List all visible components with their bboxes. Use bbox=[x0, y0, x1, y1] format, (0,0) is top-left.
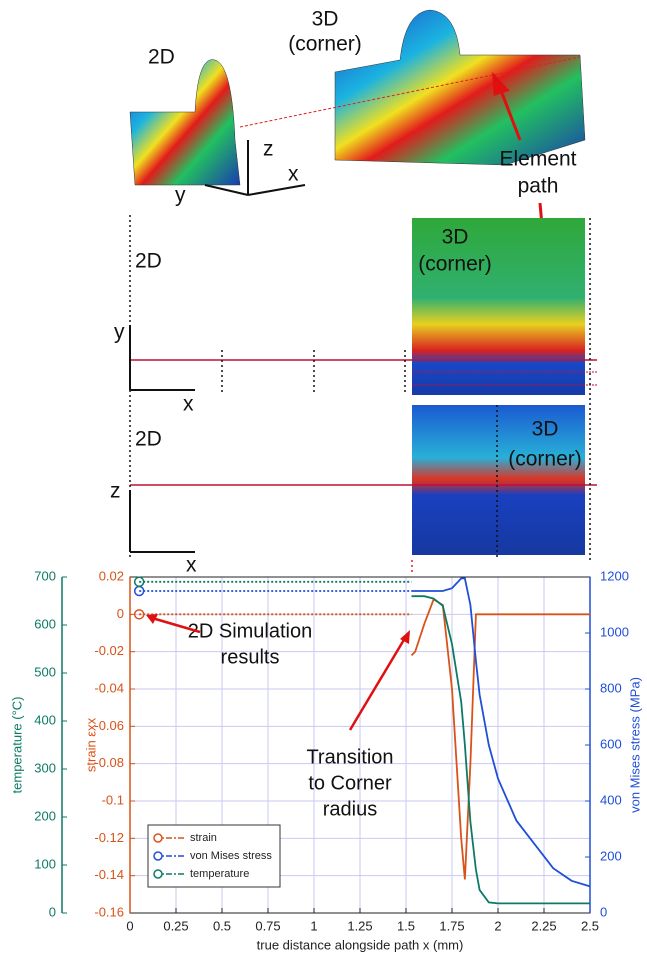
axis-letter: y bbox=[175, 184, 186, 207]
annotation: to Corner bbox=[308, 772, 392, 794]
x-tick-label: 0.25 bbox=[163, 918, 188, 933]
y2-tick-label: 400 bbox=[600, 792, 622, 807]
y-tick-label: -0.16 bbox=[94, 904, 124, 919]
y3-tick-label: 200 bbox=[34, 808, 56, 823]
label-3d: (corner) bbox=[288, 33, 362, 56]
y-tick-label: 0.02 bbox=[99, 568, 124, 583]
element-path-label: Element bbox=[499, 148, 576, 171]
y3-axis-label: temperature (°C) bbox=[9, 697, 24, 794]
section-panels bbox=[130, 215, 597, 575]
label-3d: (corner) bbox=[418, 253, 492, 276]
label-3d: 3D bbox=[532, 418, 559, 441]
figure: 2D 3D (corner) z x y Element path 2D 3D … bbox=[0, 0, 647, 960]
series-line bbox=[412, 596, 590, 903]
y-axis-label: strain εxx bbox=[83, 717, 98, 772]
x-tick-label: 2.25 bbox=[531, 918, 556, 933]
x-tick-label: 1.25 bbox=[347, 918, 372, 933]
chart: 0 0.25 0.5 0.75 1 1.25 1.5 1.75 2 2.25 2.5 -0.16 -0.… bbox=[9, 568, 642, 952]
annotation: results bbox=[221, 646, 280, 668]
label-3d: (corner) bbox=[508, 448, 582, 471]
x-tick-label: 0 bbox=[126, 918, 133, 933]
y-tick-label: -0.02 bbox=[94, 643, 124, 658]
y-tick-label: -0.06 bbox=[94, 718, 124, 733]
label-3d: 3D bbox=[312, 8, 339, 31]
annotation: radius bbox=[323, 798, 377, 820]
y2-tick-label: 600 bbox=[600, 736, 622, 751]
x-tick-label: 0.75 bbox=[255, 918, 280, 933]
x-tick-label: 1 bbox=[310, 918, 317, 933]
y2-tick-label: 1000 bbox=[600, 624, 629, 639]
x-tick-label: 1.75 bbox=[439, 918, 464, 933]
y-tick-label: -0.1 bbox=[102, 792, 124, 807]
element-path-label: path bbox=[518, 175, 559, 198]
x-tick-label: 2.5 bbox=[581, 918, 599, 933]
y3-tick-label: 400 bbox=[34, 712, 56, 727]
y-tick-label: -0.12 bbox=[94, 830, 124, 845]
y-tick-label: -0.04 bbox=[94, 680, 124, 695]
y3-tick-label: 500 bbox=[34, 664, 56, 679]
axis-letter: x bbox=[186, 554, 197, 577]
y3-tick-label: 700 bbox=[34, 568, 56, 583]
y-tick-label: -0.14 bbox=[94, 867, 124, 882]
fem-2d-render bbox=[130, 60, 240, 185]
x-tick-label: 1.5 bbox=[397, 918, 415, 933]
axis-letter: y bbox=[114, 321, 125, 344]
x-axis-label: true distance alongside path x (mm) bbox=[257, 937, 464, 952]
series-line bbox=[412, 599, 590, 879]
x-tick-label: 2 bbox=[494, 918, 501, 933]
y-tick-label: -0.08 bbox=[94, 755, 124, 770]
annotation: Transition bbox=[306, 746, 393, 768]
legend-label: von Mises stress bbox=[190, 850, 272, 862]
y3-tick-label: 300 bbox=[34, 760, 56, 775]
x-tick-label: 0.5 bbox=[213, 918, 231, 933]
y2-tick-label: 1200 bbox=[600, 568, 629, 583]
y3-tick-label: 0 bbox=[49, 904, 56, 919]
legend-marker bbox=[154, 870, 162, 878]
y3-tick-label: 100 bbox=[34, 856, 56, 871]
legend-label: temperature bbox=[190, 868, 249, 880]
legend-marker bbox=[154, 852, 162, 860]
axis-letter: z bbox=[263, 138, 274, 161]
y-tick-label: 0 bbox=[117, 606, 124, 621]
y2-axis-label: von Mises stress (MPa) bbox=[627, 677, 642, 813]
y3-tick-label: 600 bbox=[34, 616, 56, 631]
axis-letter: x bbox=[183, 393, 194, 416]
legend-label: strain bbox=[190, 832, 217, 844]
label-2d: 2D bbox=[148, 46, 175, 69]
label-3d: 3D bbox=[442, 226, 469, 249]
legend-marker bbox=[154, 834, 162, 842]
axis-letter: z bbox=[110, 480, 121, 503]
axis-letter: x bbox=[288, 163, 299, 186]
y2-tick-label: 200 bbox=[600, 848, 622, 863]
y2-tick-label: 800 bbox=[600, 680, 622, 695]
annotation: 2D Simulation bbox=[188, 620, 313, 642]
label-2d: 2D bbox=[135, 250, 162, 273]
label-2d: 2D bbox=[135, 428, 162, 451]
series-line bbox=[412, 578, 590, 886]
y2-tick-label: 0 bbox=[600, 904, 607, 919]
